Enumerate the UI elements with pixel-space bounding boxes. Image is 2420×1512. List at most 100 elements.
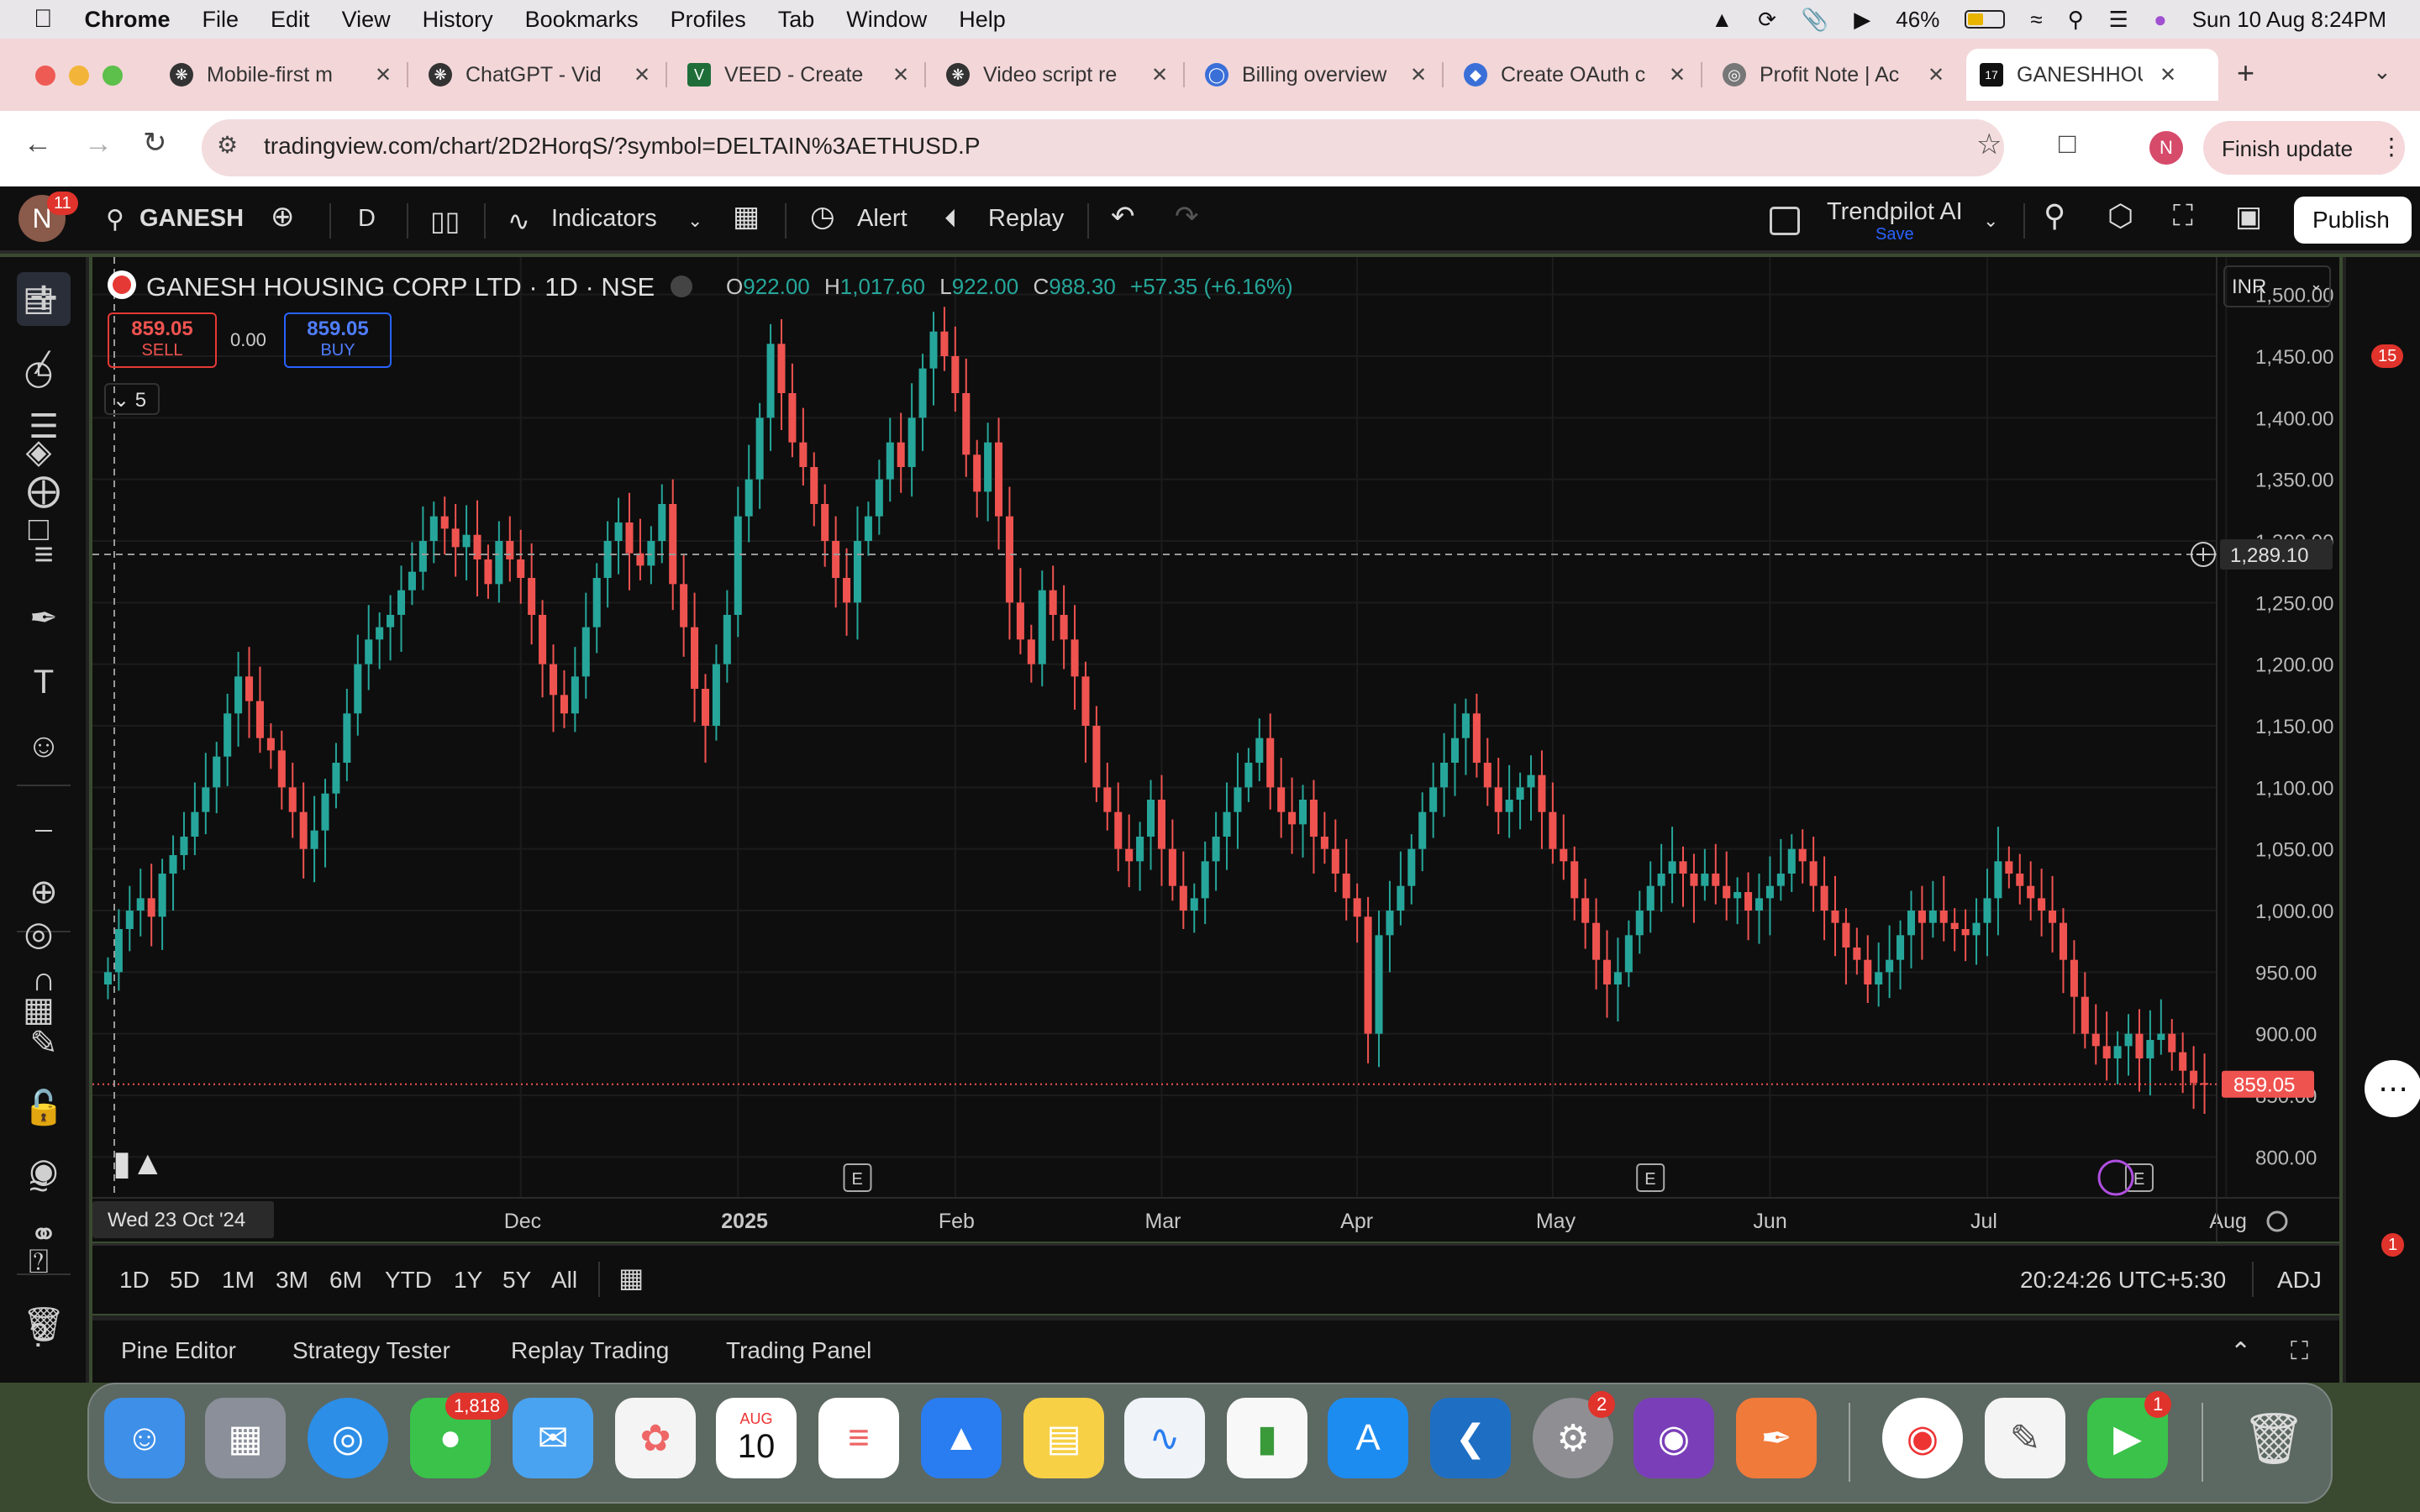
site-info-icon[interactable]: ⚙ [217,132,239,158]
candles-chart-type-icon[interactable]: ▯▯ [430,206,460,236]
axis-settings-gear-icon[interactable] [2266,1210,2288,1232]
menu-help[interactable]: Help [939,6,1006,32]
indicators-icon[interactable]: ∿ [508,206,530,236]
app-store-icon[interactable]: A [1328,1398,1408,1478]
back-icon[interactable]: ← [24,128,52,160]
textedit-icon[interactable]: ✎ [1985,1398,2065,1478]
menu-file[interactable]: File [183,6,239,32]
spotlight-icon[interactable]: ⚲ [2067,6,2084,32]
pattern-tool-icon[interactable]: ⨁ [27,472,60,509]
layers-icon[interactable]: ◈ [25,433,52,470]
drive-icon[interactable]: ▲ [1711,6,1733,32]
close-tab-icon[interactable]: ✕ [1928,63,1945,87]
zoom-window-button[interactable] [103,66,123,86]
close-window-button[interactable] [35,66,55,86]
menu-bookmarks[interactable]: Bookmarks [506,6,639,32]
launchpad-icon[interactable]: ▦ [205,1398,286,1478]
menu-app-name[interactable]: Chrome [66,6,171,32]
browser-tab[interactable]: ◎ Profit Note | Ac ✕ [1709,49,1944,101]
range-5d[interactable]: 5D [170,1267,200,1293]
help-icon[interactable]: ? [29,1316,49,1354]
mail-icon[interactable]: ✉ [513,1398,593,1478]
close-tab-icon[interactable]: ✕ [1151,63,1169,87]
minimize-window-button[interactable] [69,66,89,86]
ruler-tool-icon[interactable]: ⎯ [35,809,52,847]
trendline-tool-icon[interactable]: ∕ [40,344,47,381]
finish-update-button[interactable] [2203,121,2405,175]
browser-tab[interactable]: ◯ Billing overview ✕ [1192,49,1427,101]
maximize-panel-icon[interactable]: ⛶ [2291,1337,2308,1365]
menu-tab[interactable]: Tab [759,6,815,32]
publish-button[interactable] [2294,197,2412,244]
settings-gear-icon[interactable]: ⬡ [2107,198,2134,233]
range-1y[interactable]: 1Y [454,1267,483,1293]
quick-search-icon[interactable]: ⚲ [2044,198,2066,233]
link-icon[interactable]: ⚭ [29,1216,58,1253]
browser-tab[interactable]: V VEED - Create ✕ [674,49,909,101]
lock-drawing-icon[interactable]: ✎ [29,1025,58,1062]
menu-view[interactable]: View [323,6,391,32]
range-6m[interactable]: 6M [329,1267,362,1293]
photos-icon[interactable]: ✿ [615,1398,696,1478]
symbol-title[interactable]: GANESH HOUSING CORP LTD · 1D · NSE [146,272,655,302]
browser-tab-active[interactable]: 17 GANESHHOUC ✕ [1966,49,2218,101]
earnings-marker[interactable] [843,1163,872,1192]
interval-button[interactable]: D [358,205,376,232]
control-center-icon[interactable]: ☰ [2108,6,2128,32]
trendpilot-checkbox[interactable] [1770,207,1800,235]
alert-clock-icon[interactable]: ◷ [810,201,835,233]
close-tab-icon[interactable]: ✕ [2160,63,2177,87]
indicator-collapse-toggle[interactable]: ⌄ 5 [104,383,160,415]
crosshair-tool-icon[interactable]: ✛ [17,272,71,326]
adj-toggle[interactable]: ADJ [2277,1267,2322,1293]
close-tab-icon[interactable]: ✕ [1669,63,1686,87]
reload-icon[interactable]: ↻ [143,127,167,159]
text-tool-icon[interactable]: T [33,663,55,701]
trash-bin-icon[interactable]: 🗑 [2241,1410,2307,1467]
indicators-dropdown-chevron-icon[interactable]: ⌄ [687,210,703,231]
github-desktop-icon[interactable]: ◉ [1634,1398,1714,1478]
browser-tab[interactable]: ◆ Create OAuth c ✕ [1450,49,1686,101]
wifi-icon[interactable]: ≈ [2030,6,2043,32]
trash-icon[interactable]: 🗑 [22,1305,66,1343]
address-bar[interactable] [202,119,2004,176]
calendar-app-icon[interactable]: AUG 10 [716,1398,797,1478]
alerts-clock-icon[interactable]: ◷ [24,354,54,391]
indicators-button[interactable]: Indicators [551,205,657,232]
browser-tab[interactable]: ❋ Mobile-first m ✕ [156,49,392,101]
menu-profiles[interactable]: Profiles [651,6,746,32]
sell-button[interactable]: 859.05 SELL [108,312,217,368]
menu-edit[interactable]: Edit [251,6,310,32]
earnings-marker[interactable] [2124,1163,2154,1192]
price-chart-svg[interactable]: 1,500.001,450.001,400.001,350.001,300.00… [92,257,2339,1242]
snapshot-camera-icon[interactable]: ▣ [2235,201,2263,233]
fib-tool-icon[interactable]: ☰ [29,408,59,445]
range-1m[interactable]: 1M [222,1267,255,1293]
new-tab-icon[interactable]: + [2237,55,2255,90]
range-5y[interactable]: 5Y [502,1267,532,1293]
siri-icon[interactable]: ● [2153,6,2167,32]
range-1d[interactable]: 1D [119,1267,150,1293]
freeform-icon[interactable]: ∿ [1124,1398,1205,1478]
search-icon[interactable]: ⚲ [106,206,124,234]
target-icon[interactable]: ◎ [24,916,54,953]
bookmark-star-icon[interactable]: ☆ [1976,129,2002,160]
brush-tool-icon[interactable]: ✒ [29,600,58,637]
range-3m[interactable]: 3M [276,1267,308,1293]
replay-icon[interactable]: ⏴ [944,205,957,233]
chat-icon[interactable]: □ [28,510,50,548]
notifications-bell-icon[interactable]: ⍰ [29,1242,49,1280]
close-tab-icon[interactable]: ✕ [634,63,651,87]
lock-icon[interactable]: 🔓 [23,1089,65,1126]
symbol-search-button[interactable]: GANESH [139,205,245,232]
utc-clock[interactable]: 20:24:26 UTC+5:30 [2020,1267,2227,1293]
tab-search-chevron-icon[interactable]: ⌄ [2373,59,2391,84]
layouts-grid-icon[interactable]: ▦ [733,201,760,233]
undo-icon[interactable]: ↶ [1111,201,1135,233]
vscode-icon[interactable]: ❮ [1430,1398,1511,1478]
chrome-icon[interactable]: ◉ [1882,1398,1963,1478]
magnet-icon[interactable]: ∩ [31,960,56,998]
notes-icon[interactable]: ▤ [1023,1398,1104,1478]
menubar-datetime[interactable]: Sun 10 Aug 8:24PM [2191,6,2386,32]
close-tab-icon[interactable]: ✕ [1410,63,1428,87]
